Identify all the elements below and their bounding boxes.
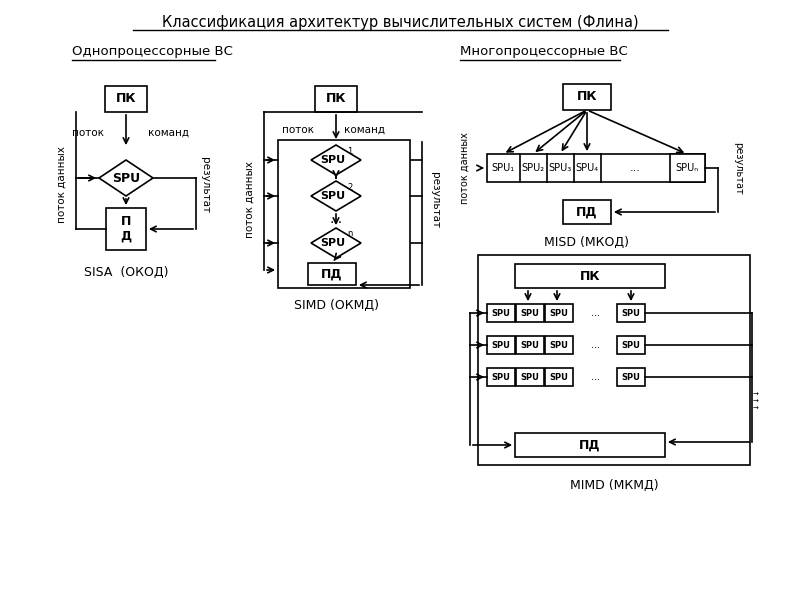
- FancyBboxPatch shape: [617, 304, 645, 322]
- Text: результат: результат: [430, 172, 440, 228]
- Text: SPU: SPU: [491, 373, 510, 382]
- Text: SPU: SPU: [622, 308, 641, 317]
- Text: SPUₙ: SPUₙ: [675, 163, 698, 173]
- FancyBboxPatch shape: [516, 368, 544, 386]
- FancyBboxPatch shape: [487, 304, 515, 322]
- Text: MISD (МКОД): MISD (МКОД): [545, 235, 630, 248]
- FancyBboxPatch shape: [545, 368, 573, 386]
- Text: SPU: SPU: [550, 373, 569, 382]
- Text: 1: 1: [347, 146, 353, 155]
- Text: SISA  (ОКОД): SISA (ОКОД): [84, 265, 168, 278]
- FancyBboxPatch shape: [105, 86, 147, 112]
- Text: ...: ...: [590, 340, 599, 350]
- FancyBboxPatch shape: [515, 264, 665, 288]
- FancyBboxPatch shape: [487, 336, 515, 354]
- Text: SPU: SPU: [321, 191, 346, 201]
- Text: ...: ...: [590, 308, 599, 318]
- Text: поток данных: поток данных: [245, 161, 255, 238]
- FancyBboxPatch shape: [487, 368, 515, 386]
- Text: MIMD (МКМД): MIMD (МКМД): [570, 479, 658, 491]
- Text: ПД: ПД: [579, 439, 601, 451]
- Text: команд: команд: [344, 125, 385, 135]
- FancyBboxPatch shape: [278, 140, 410, 288]
- Text: поток: поток: [282, 125, 314, 135]
- FancyBboxPatch shape: [617, 336, 645, 354]
- Polygon shape: [311, 145, 361, 175]
- Text: SPU₃: SPU₃: [548, 163, 572, 173]
- Text: результат: результат: [733, 142, 743, 194]
- Text: SPU: SPU: [521, 340, 539, 349]
- Text: SPU: SPU: [550, 340, 569, 349]
- Text: SPU₄: SPU₄: [575, 163, 598, 173]
- FancyBboxPatch shape: [315, 86, 357, 112]
- FancyBboxPatch shape: [617, 368, 645, 386]
- Text: SIMD (ОКМД): SIMD (ОКМД): [294, 298, 378, 311]
- Text: SPU: SPU: [112, 172, 140, 185]
- Text: Однопроцессорные ВС: Однопроцессорные ВС: [72, 46, 233, 58]
- FancyBboxPatch shape: [478, 255, 750, 465]
- FancyBboxPatch shape: [563, 200, 611, 224]
- FancyBboxPatch shape: [670, 154, 705, 182]
- FancyBboxPatch shape: [308, 263, 356, 285]
- Text: 2: 2: [347, 182, 353, 191]
- Text: поток данных: поток данных: [460, 132, 470, 204]
- Text: ПД: ПД: [322, 268, 342, 280]
- Text: SPU₁: SPU₁: [491, 163, 514, 173]
- Text: SPU: SPU: [622, 340, 641, 349]
- FancyBboxPatch shape: [487, 154, 705, 182]
- Text: ПД: ПД: [576, 205, 598, 218]
- Text: SPU: SPU: [521, 308, 539, 317]
- Polygon shape: [311, 181, 361, 211]
- Text: SPU₂: SPU₂: [522, 163, 545, 173]
- Text: SPU: SPU: [550, 308, 569, 317]
- FancyBboxPatch shape: [545, 336, 573, 354]
- FancyBboxPatch shape: [563, 84, 611, 110]
- Text: ПК: ПК: [580, 269, 600, 283]
- Text: →
→
→: → → →: [753, 391, 759, 419]
- Text: ПК: ПК: [326, 92, 346, 106]
- Text: результат: результат: [200, 157, 210, 213]
- Text: ПК: ПК: [577, 91, 598, 103]
- Text: Классификация архитектур вычислительных систем (Флина): Классификация архитектур вычислительных …: [162, 14, 638, 29]
- FancyBboxPatch shape: [106, 208, 146, 250]
- Text: команд: команд: [148, 128, 189, 138]
- Text: ...: ...: [330, 212, 342, 226]
- Text: n: n: [347, 229, 353, 238]
- Text: П
Д: П Д: [121, 215, 131, 243]
- FancyBboxPatch shape: [516, 304, 544, 322]
- Text: Многопроцессорные ВС: Многопроцессорные ВС: [460, 46, 628, 58]
- FancyBboxPatch shape: [545, 304, 573, 322]
- Text: ПК: ПК: [116, 92, 136, 106]
- Text: SPU: SPU: [321, 238, 346, 248]
- Text: ...: ...: [590, 372, 599, 382]
- Text: SPU: SPU: [491, 308, 510, 317]
- FancyBboxPatch shape: [515, 433, 665, 457]
- Text: SPU: SPU: [622, 373, 641, 382]
- Polygon shape: [99, 160, 153, 196]
- Text: SPU: SPU: [491, 340, 510, 349]
- Text: ...: ...: [630, 163, 641, 173]
- Text: поток: поток: [72, 128, 104, 138]
- Text: SPU: SPU: [521, 373, 539, 382]
- Polygon shape: [311, 228, 361, 258]
- Text: поток данных: поток данных: [57, 146, 67, 223]
- FancyBboxPatch shape: [516, 336, 544, 354]
- Text: SPU: SPU: [321, 155, 346, 165]
